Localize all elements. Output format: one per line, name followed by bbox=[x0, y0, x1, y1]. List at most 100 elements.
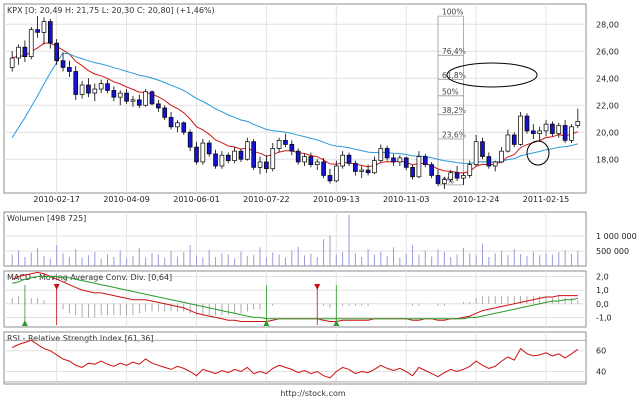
panel-1: 1 000 000 500 000 Wolumen [498 725] bbox=[3, 211, 637, 267]
candle-body bbox=[225, 154, 231, 161]
candle-body bbox=[378, 148, 384, 161]
candle-body bbox=[569, 126, 574, 141]
moving-average-short-line bbox=[12, 42, 578, 174]
x-tick-label: 2010-11-03 bbox=[383, 195, 430, 204]
buy-signal-marker bbox=[263, 320, 270, 326]
candle-body bbox=[168, 117, 174, 128]
y-tick-label: 26,00 bbox=[596, 47, 619, 56]
fib-level-label: 50% bbox=[442, 87, 459, 96]
candle-body bbox=[187, 131, 193, 148]
candle-body bbox=[245, 141, 250, 160]
fib-level-label: 76,4% bbox=[442, 47, 466, 56]
candle-body bbox=[384, 148, 390, 159]
candle-body bbox=[359, 169, 365, 172]
buy-signal-marker bbox=[333, 320, 340, 326]
fib-level-label: 23,6% bbox=[442, 131, 466, 140]
candle-body bbox=[181, 122, 187, 133]
candle-body bbox=[480, 141, 485, 157]
candle-body bbox=[321, 161, 326, 176]
candle-body bbox=[327, 175, 333, 182]
y-tick-label: 20,00 bbox=[596, 128, 619, 137]
candle-body bbox=[257, 161, 263, 168]
candle-body bbox=[461, 175, 466, 179]
y-tick-label: -1,0 bbox=[596, 313, 612, 322]
y-tick-label: 28,00 bbox=[596, 20, 619, 29]
candle-body bbox=[270, 148, 276, 170]
candle-body bbox=[391, 157, 396, 163]
candle-body bbox=[302, 156, 307, 163]
y-tick-label: 1 000 000 bbox=[596, 232, 637, 241]
price-series: 100% 76,4% 61,8% 50% 38,2% 23,6% 0% 2010-02-17 2… bbox=[9, 8, 581, 204]
candle-body bbox=[73, 71, 79, 95]
panel-title: KPX [O: 20,49 H: 21,75 L: 20,30 C: 20,80… bbox=[7, 6, 215, 15]
candle-body bbox=[232, 150, 237, 161]
candle-body bbox=[531, 130, 536, 134]
candle-body bbox=[435, 175, 441, 184]
macd-signal-line bbox=[12, 276, 578, 320]
candle-body bbox=[518, 115, 523, 145]
candle-body bbox=[442, 179, 447, 184]
candle-body bbox=[130, 99, 136, 102]
candle-body bbox=[264, 161, 269, 170]
candle-body bbox=[524, 115, 530, 132]
candle-body bbox=[372, 160, 377, 174]
y-tick-label: 2,0 bbox=[596, 272, 609, 281]
candle-body bbox=[156, 103, 161, 109]
x-tick-label: 2010-06-01 bbox=[173, 195, 220, 204]
y-tick-label: 500 000 bbox=[596, 247, 629, 256]
candle-body bbox=[9, 57, 15, 68]
macd-series bbox=[11, 271, 579, 326]
candle-body bbox=[194, 146, 199, 163]
candle-body bbox=[124, 92, 129, 102]
candle-body bbox=[35, 29, 40, 33]
annotation-ellipse bbox=[526, 140, 550, 166]
rsi-line bbox=[11, 339, 579, 379]
candle-body bbox=[143, 91, 148, 106]
x-tick-label: 2010-12-24 bbox=[453, 195, 500, 204]
candle-body bbox=[86, 84, 91, 94]
candle-body bbox=[575, 121, 581, 126]
candle-body bbox=[98, 83, 104, 90]
candle-body bbox=[60, 60, 66, 68]
candle-body bbox=[79, 84, 85, 95]
fib-level-label: 61,8% bbox=[442, 71, 466, 80]
candle-body bbox=[353, 162, 358, 172]
candle-body bbox=[416, 156, 422, 178]
candle-body bbox=[340, 154, 345, 167]
candle-body bbox=[149, 91, 155, 105]
candle-body bbox=[283, 140, 288, 145]
candle-body bbox=[486, 156, 492, 167]
candle-body bbox=[422, 156, 428, 166]
candle-body bbox=[200, 142, 206, 163]
buy-signal-marker bbox=[21, 320, 28, 326]
candle-body bbox=[117, 92, 123, 98]
panel-0: 28,00 26,00 24,00 22,00 20,00 18,00 KPX [O: 20… bbox=[3, 3, 619, 194]
annotation-ellipse bbox=[446, 62, 538, 88]
x-tick-label: 2011-02-15 bbox=[523, 195, 570, 204]
panel-title: MACD - Moving Average Conv. Div. [0,64] bbox=[7, 273, 172, 282]
candle-body bbox=[346, 154, 352, 164]
candle-body bbox=[251, 141, 257, 168]
sell-signal-marker bbox=[314, 284, 321, 290]
candle-body bbox=[543, 123, 549, 132]
footer-url: http://stock.com bbox=[280, 389, 346, 398]
y-tick-label: 40 bbox=[596, 368, 606, 377]
candle-body bbox=[308, 156, 314, 166]
panel-title: RSI - Relative Strength Index [61,36] bbox=[7, 334, 154, 343]
sell-signal-marker bbox=[53, 284, 60, 290]
candle-body bbox=[505, 134, 511, 152]
candle-body bbox=[429, 164, 434, 176]
candle-body bbox=[499, 150, 504, 163]
candle-body bbox=[410, 167, 415, 178]
fib-level-label: 0% bbox=[442, 176, 454, 185]
candle-body bbox=[206, 142, 212, 155]
candle-body bbox=[67, 67, 72, 72]
x-tick-label: 2010-02-17 bbox=[33, 195, 80, 204]
candle-body bbox=[403, 157, 409, 168]
y-tick-label: 18,00 bbox=[596, 155, 619, 164]
panel-title: Wolumen [498 725] bbox=[7, 214, 86, 223]
candle-body bbox=[111, 90, 117, 98]
candle-body bbox=[213, 153, 218, 167]
candle-body bbox=[289, 144, 295, 152]
